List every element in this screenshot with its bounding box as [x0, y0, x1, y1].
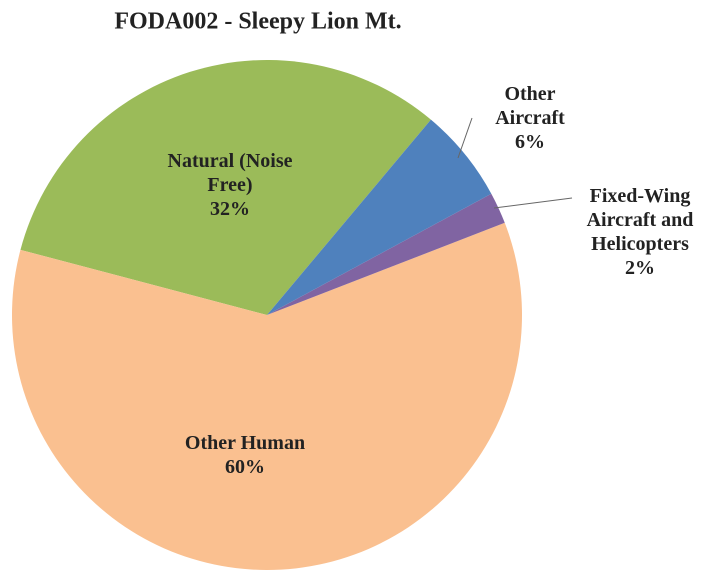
pie-slice [12, 222, 522, 570]
pie-slice [20, 59, 431, 316]
category-label: Other Aircraft [495, 83, 565, 129]
leader-line [457, 117, 473, 159]
slice-label: Fixed-Wing Aircraft and Helicopters 2% [570, 184, 705, 280]
slice-label: Other Aircraft 6% [485, 82, 575, 154]
chart-title: FODA002 - Sleepy Lion Mt. [114, 8, 402, 35]
category-label: Other Human [184, 432, 306, 454]
leader-line [493, 197, 573, 209]
category-label: Fixed-Wing Aircraft and Helicopters [586, 185, 694, 255]
pie-slice [267, 119, 492, 316]
value-label: 6% [515, 131, 545, 153]
slice-label: Other Human 60% [145, 431, 345, 479]
value-label: 32% [210, 198, 250, 220]
slice-label: Natural (Noise Free) 32% [160, 149, 300, 221]
value-label: 60% [225, 456, 265, 478]
pie-slice [267, 193, 505, 315]
category-label: Natural (Noise Free) [167, 150, 293, 196]
value-label: 2% [625, 257, 655, 279]
